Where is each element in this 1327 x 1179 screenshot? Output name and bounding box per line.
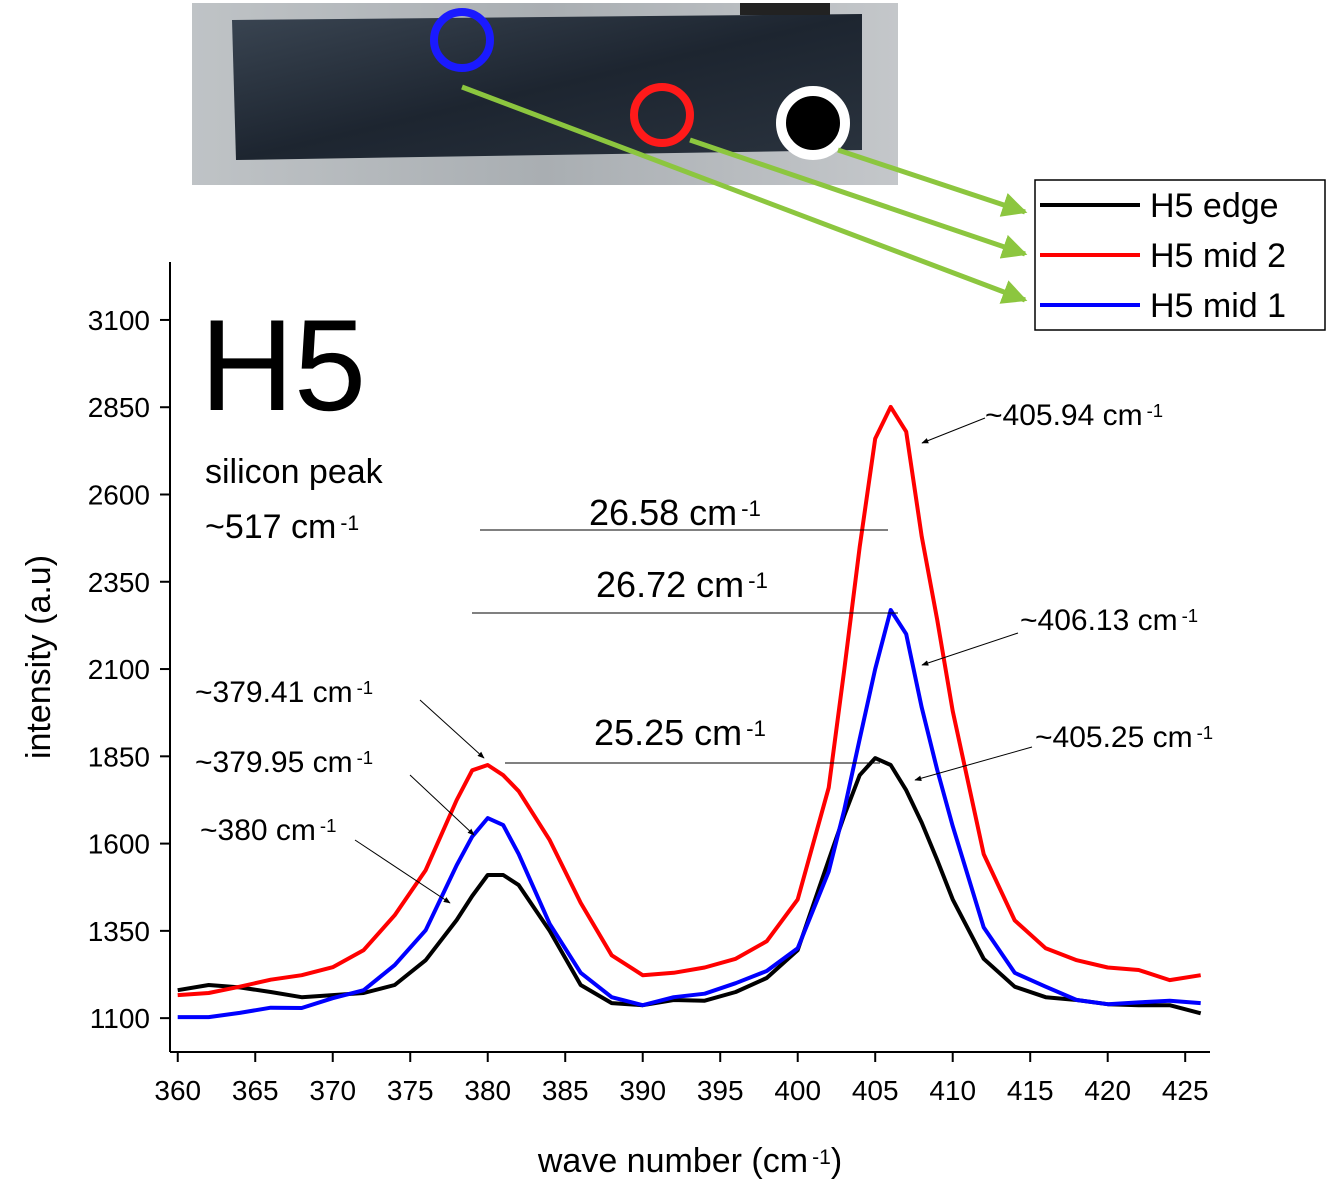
chart: 1100 1350 1600 1850 2100 2350 2600 2850 3100 360 3…: [0, 0, 1327, 1179]
subtitle-main: ~517 cm: [205, 508, 336, 546]
series-line: [178, 758, 1201, 1013]
subtitle: ~517 cm-1: [205, 508, 359, 546]
annotation-main: ~405.94 cm: [985, 399, 1143, 432]
annotation-arrow: [420, 700, 484, 758]
legend-label: H5 mid 2: [1150, 237, 1286, 275]
y-tick-label: 2850: [88, 392, 150, 423]
y-tick-label: 1850: [88, 741, 150, 772]
annotation-sup: -1: [1147, 400, 1164, 421]
x-tick-label: 410: [929, 1075, 976, 1106]
annotation-main: ~406.13 cm: [1020, 604, 1178, 637]
annotation-main: 26.58 cm: [589, 492, 737, 533]
chart-title: H5: [200, 292, 366, 438]
x-axis-label-main: wave number (cm: [537, 1142, 808, 1179]
annotation-sup: -1: [746, 716, 766, 741]
x-axis-label-sup: -1: [812, 1146, 831, 1169]
annotation-main: ~379.95 cm: [195, 746, 353, 779]
subtitle-sup: -1: [340, 512, 359, 535]
y-axis-label: intensity (a.u): [20, 555, 58, 759]
annotation: 25.25 cm-1: [594, 712, 766, 753]
annotation: ~405.25 cm-1: [1035, 721, 1213, 754]
annotation-main: 26.72 cm: [596, 564, 744, 605]
y-tick-label: 1350: [88, 916, 150, 947]
x-tick-label: 425: [1162, 1075, 1209, 1106]
annotation-main: ~380 cm: [200, 814, 316, 847]
y-tick-label: 2600: [88, 479, 150, 510]
annotation-arrow: [922, 633, 1018, 665]
y-tick-label: 3100: [88, 305, 150, 336]
x-axis-label: wave number (cm-1): [537, 1142, 842, 1179]
x-tick-label: 385: [542, 1075, 589, 1106]
annotation-arrow: [922, 418, 985, 443]
x-tick-label: 375: [387, 1075, 434, 1106]
annotation-sup: -1: [320, 815, 337, 836]
series-line: [178, 610, 1201, 1017]
y-tick-label: 1100: [90, 1003, 150, 1034]
x-tick-label: 380: [464, 1075, 511, 1106]
x-tick-label: 390: [619, 1075, 666, 1106]
annotation-sup: -1: [1182, 605, 1199, 626]
annotation-sup: -1: [748, 568, 768, 593]
y-tick-label: 1600: [88, 829, 150, 860]
annotation-sup: -1: [741, 496, 761, 521]
annotation-main: 25.25 cm: [594, 712, 742, 753]
annotation-sup: -1: [357, 677, 374, 698]
photo: [192, 3, 898, 185]
annotation: ~379.95 cm-1: [195, 746, 373, 779]
annotation-sup: -1: [1197, 722, 1214, 743]
x-tick-label: 415: [1007, 1075, 1054, 1106]
x-tick-label: 395: [697, 1075, 744, 1106]
annotation: 26.58 cm-1: [589, 492, 761, 533]
annotation: ~380 cm-1: [200, 814, 336, 847]
subtitle: silicon peak: [205, 453, 384, 491]
y-tick-label: 2350: [88, 567, 150, 598]
x-tick-label: 400: [774, 1075, 821, 1106]
annotation-main: ~379.41 cm: [195, 676, 353, 709]
annotation: ~406.13 cm-1: [1020, 604, 1198, 637]
annotation-sup: -1: [357, 747, 374, 768]
annotation: ~379.41 cm-1: [195, 676, 373, 709]
legend-label: H5 mid 1: [1150, 287, 1286, 325]
x-tick-label: 365: [232, 1075, 279, 1106]
x-tick-label: 405: [852, 1075, 899, 1106]
annotation: ~405.94 cm-1: [985, 399, 1163, 432]
legend-label: H5 edge: [1150, 187, 1279, 225]
x-axis-label-tail: ): [831, 1142, 842, 1179]
annotation: 26.72 cm-1: [596, 564, 768, 605]
x-tick-label: 360: [154, 1075, 201, 1106]
x-tick-label: 420: [1084, 1075, 1131, 1106]
y-tick-label: 2100: [88, 654, 150, 685]
annotation-main: ~405.25 cm: [1035, 721, 1193, 754]
x-tick-label: 370: [309, 1075, 356, 1106]
